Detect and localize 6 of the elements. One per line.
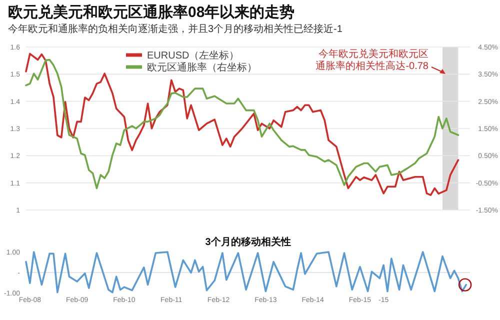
legend-label: EURUSD（左坐标）	[147, 50, 240, 62]
chart-title: 3个月的移动相关性	[205, 236, 291, 248]
annotation: 今年欧元兑美元和欧元区通胀率的相关性高达-0.78	[316, 48, 429, 72]
chart-title: 欧元兑美元和欧元区通胀率08年以来的走势	[8, 3, 295, 21]
legend-label: 欧元区通胀率（右坐标）	[147, 62, 257, 74]
chart-subtitle: 今年欧元和通胀率的负相关向逐渐走强，并且3个月的移动相关性已经接近-1	[8, 23, 343, 35]
